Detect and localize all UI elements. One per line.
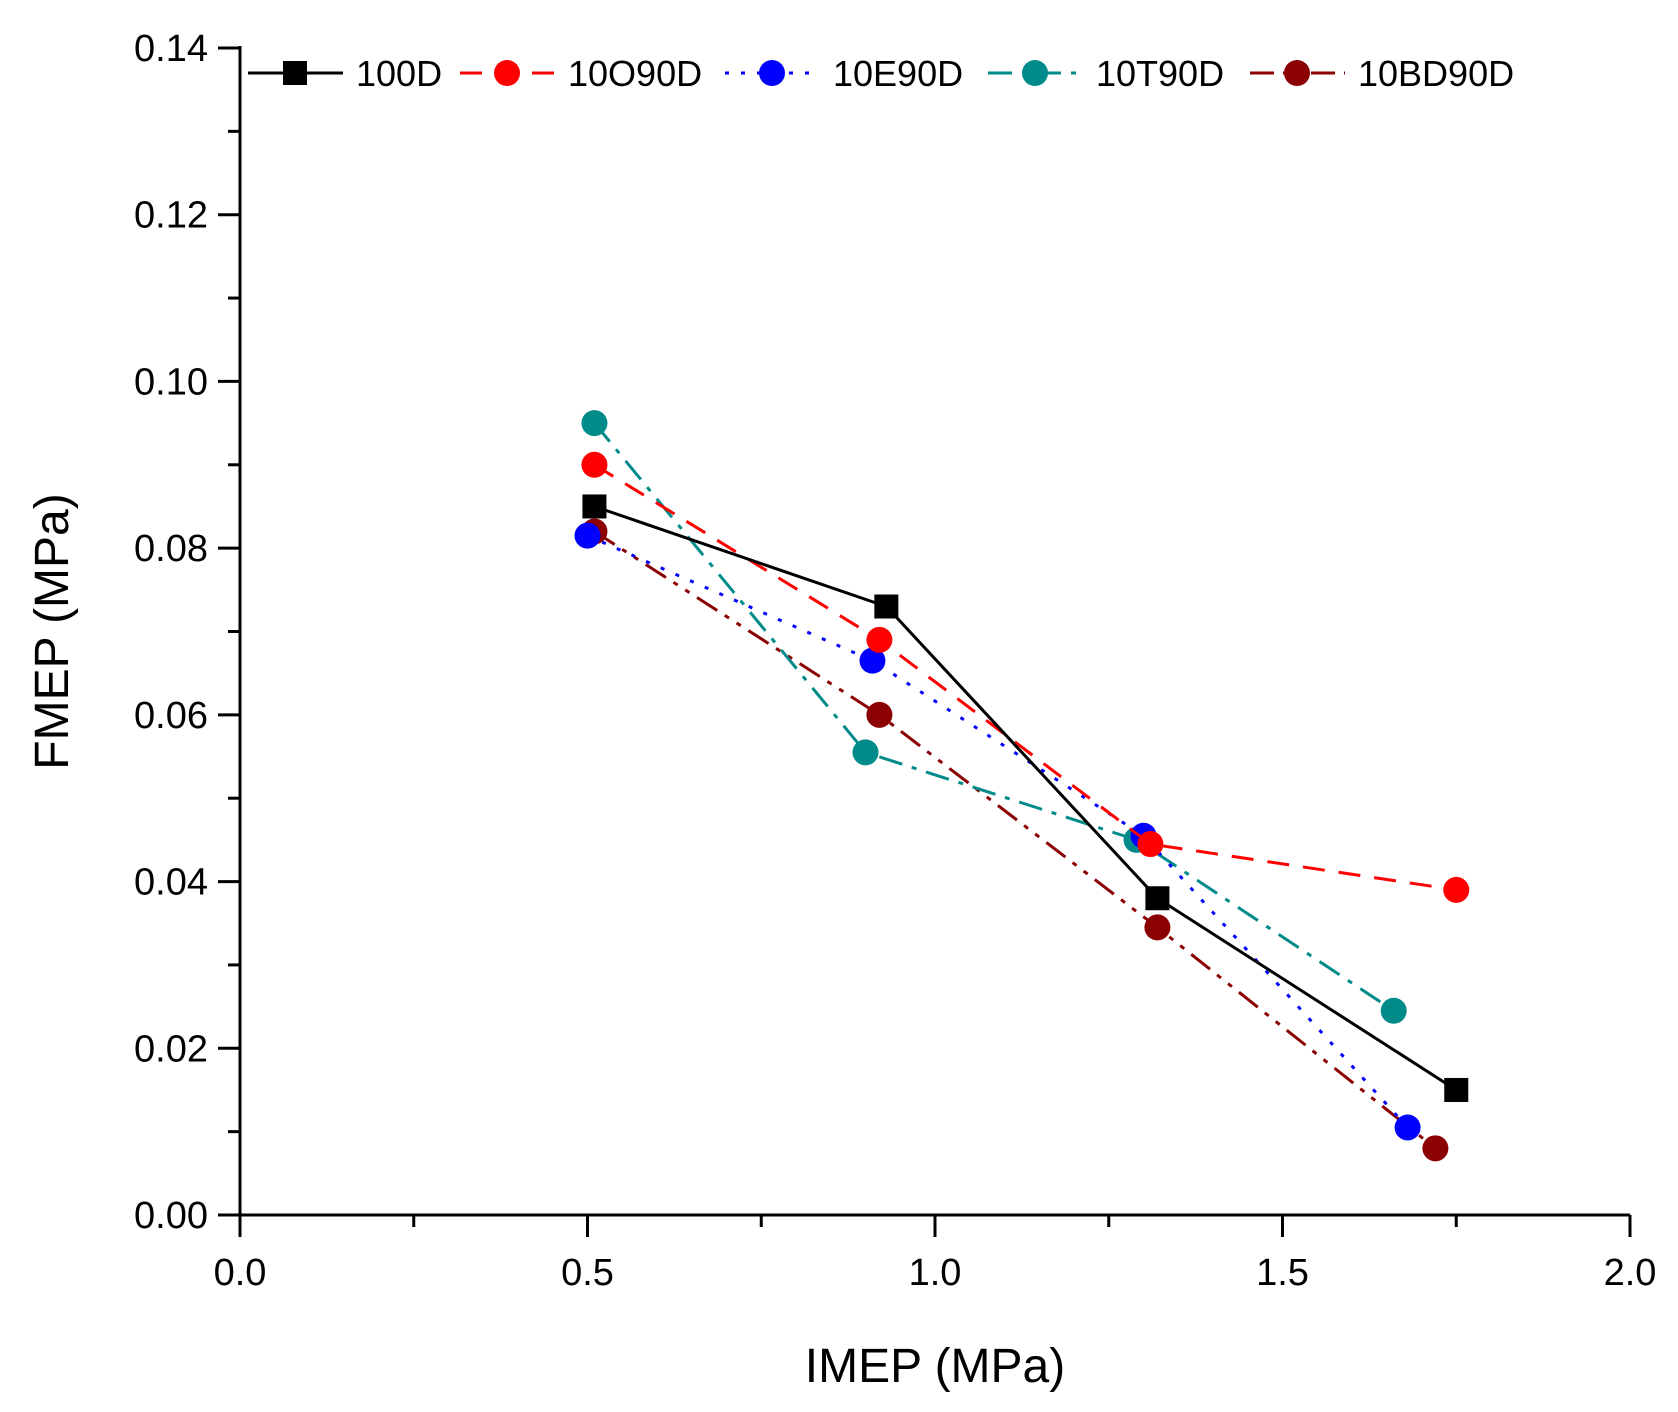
- series-100D: [582, 494, 1469, 1102]
- y-tick-label: 0.04: [134, 862, 208, 904]
- data-point-10E90D: [1394, 1114, 1421, 1141]
- legend-marker: [1022, 60, 1048, 86]
- y-tick-label: 0.06: [134, 695, 208, 737]
- data-point-100D: [874, 594, 899, 619]
- legend-item-10E90D: 10E90D: [725, 53, 963, 94]
- legend-marker: [283, 61, 307, 85]
- data-point-10BD90D: [1144, 914, 1171, 941]
- y-tick-label: 0.00: [134, 1195, 208, 1237]
- y-axis-title: FMEP (MPa): [26, 493, 79, 769]
- legend: 100D 10O90D 10E90D 10T90D 10BD90D: [248, 53, 1514, 94]
- series-line-10T90D: [593, 422, 1395, 1013]
- data-point-10BD90D: [866, 701, 893, 728]
- legend-marker: [1284, 60, 1310, 86]
- x-tick-label: 1.5: [1256, 1252, 1309, 1294]
- legend-marker: [494, 60, 520, 86]
- data-point-10O90D: [581, 451, 608, 478]
- series-line-10O90D: [593, 463, 1457, 892]
- x-tick-label: 0.0: [214, 1252, 267, 1294]
- series-line-10BD90D: [593, 530, 1437, 1150]
- data-point-100D: [1145, 886, 1170, 911]
- y-tick-label: 0.08: [134, 528, 208, 570]
- data-point-10BD90D: [1422, 1135, 1449, 1162]
- data-point-10T90D: [1380, 997, 1407, 1024]
- x-tick-label: 1.0: [909, 1252, 962, 1294]
- data-point-10E90D: [859, 647, 886, 674]
- legend-item-100D: 100D: [248, 53, 442, 94]
- x-axis-title: IMEP (MPa): [805, 1340, 1065, 1393]
- y-tick-label: 0.10: [134, 361, 208, 403]
- y-tick-label: 0.02: [134, 1028, 208, 1070]
- axes: 0.0 0.5 1.0 1.5 2.0 0.00 0.02 0.04 0.06 0.08 0.10 0…: [134, 28, 1656, 1294]
- data-point-10E90D: [574, 522, 601, 549]
- series-layer: [574, 410, 1470, 1162]
- y-tick-label: 0.12: [134, 195, 208, 237]
- data-point-100D: [1444, 1077, 1469, 1102]
- legend-label: 10T90D: [1096, 53, 1224, 94]
- legend-marker: [759, 60, 785, 86]
- legend-label: 10O90D: [568, 53, 702, 94]
- series-10O90D: [581, 451, 1470, 903]
- legend-label: 10BD90D: [1358, 53, 1514, 94]
- legend-item-10O90D: 10O90D: [460, 53, 702, 94]
- data-point-10O90D: [866, 626, 893, 653]
- data-point-10T90D: [581, 410, 608, 437]
- legend-label: 100D: [356, 53, 442, 94]
- data-point-100D: [582, 494, 607, 519]
- legend-label: 10E90D: [833, 53, 963, 94]
- data-point-10O90D: [1443, 876, 1470, 903]
- legend-item-10T90D: 10T90D: [988, 53, 1224, 94]
- data-point-10O90D: [1137, 831, 1164, 858]
- x-tick-label: 0.5: [561, 1252, 614, 1294]
- data-point-10T90D: [852, 739, 879, 766]
- x-tick-label: 2.0: [1604, 1252, 1657, 1294]
- y-tick-label: 0.14: [134, 28, 208, 70]
- series-line-100D: [593, 505, 1458, 1092]
- legend-item-10BD90D: 10BD90D: [1250, 53, 1514, 94]
